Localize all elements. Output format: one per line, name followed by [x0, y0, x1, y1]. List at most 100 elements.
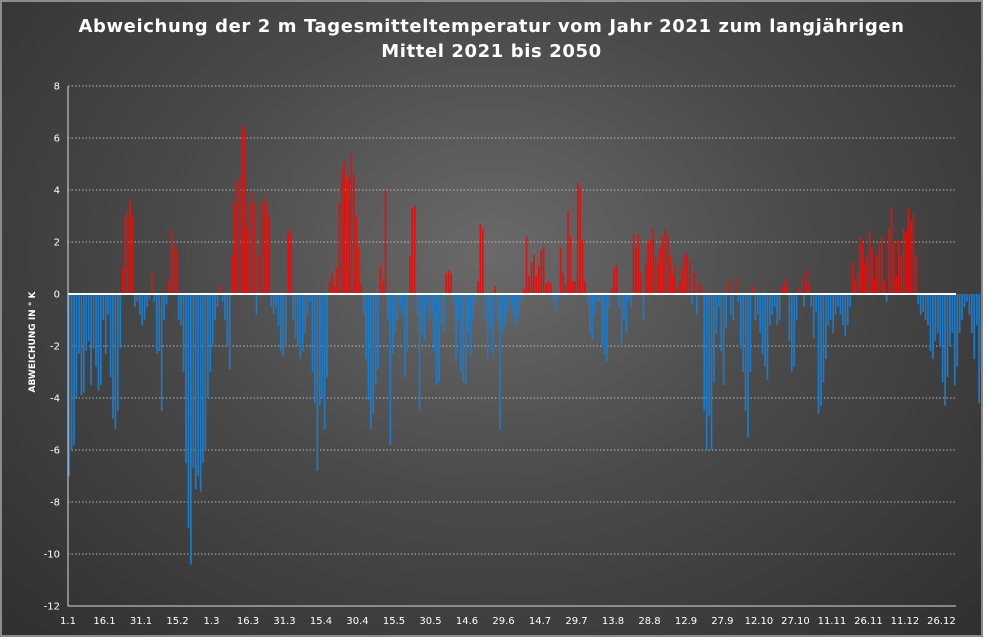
x-tick-label: 28.8	[638, 616, 660, 627]
x-tick-label: 31.3	[273, 616, 295, 627]
bar	[730, 294, 732, 315]
bar	[224, 294, 226, 320]
bar	[537, 265, 540, 294]
x-tick-label: 12.9	[675, 616, 697, 627]
bar	[890, 208, 893, 294]
bar	[172, 244, 175, 294]
bar	[966, 294, 968, 302]
bar	[542, 247, 545, 294]
x-tick-label: 26.11	[854, 616, 883, 627]
bar	[856, 273, 859, 294]
bar	[915, 255, 917, 294]
x-tick-label: 12.10	[745, 616, 774, 627]
bar	[691, 294, 693, 305]
bar	[873, 278, 876, 294]
bar	[715, 294, 718, 333]
bar	[260, 203, 263, 294]
bar	[666, 234, 669, 294]
bar	[438, 294, 440, 383]
bar	[153, 294, 156, 302]
bar	[902, 229, 905, 294]
bar	[934, 294, 937, 341]
bar	[413, 205, 416, 294]
bar	[379, 265, 382, 294]
bar	[732, 294, 735, 320]
bar	[331, 273, 333, 294]
bar	[698, 283, 701, 294]
bar	[883, 281, 886, 294]
bar	[216, 294, 219, 307]
bar	[717, 294, 720, 307]
bar	[97, 294, 100, 391]
bar	[812, 294, 815, 339]
bar	[428, 294, 431, 320]
bar	[980, 294, 981, 372]
bar	[907, 208, 910, 294]
bar	[284, 294, 287, 346]
bar	[406, 294, 409, 352]
bar	[579, 187, 581, 294]
x-tick-label: 27.10	[781, 616, 810, 627]
x-tick-label: 26.12	[927, 616, 956, 627]
bar	[477, 281, 479, 294]
bar	[613, 268, 616, 294]
bar	[486, 294, 489, 359]
bar	[973, 294, 976, 359]
x-tick-label: 11.11	[818, 616, 847, 627]
bar	[443, 294, 445, 333]
bar	[644, 262, 647, 294]
bar	[421, 294, 423, 333]
bar	[562, 273, 564, 294]
bar	[372, 294, 375, 414]
bar	[357, 247, 360, 294]
x-tick-label: 15.2	[166, 616, 188, 627]
bar	[880, 236, 883, 294]
bar	[194, 294, 197, 489]
bar	[958, 294, 961, 333]
bar	[681, 268, 684, 294]
bar	[956, 294, 959, 367]
bar	[311, 294, 314, 372]
bar	[788, 294, 791, 341]
bar	[498, 294, 501, 430]
x-tick-label: 16.1	[93, 616, 115, 627]
bar	[452, 294, 455, 307]
bar	[165, 294, 168, 305]
bar	[754, 294, 757, 320]
bar	[688, 260, 691, 294]
bar	[525, 236, 528, 294]
bar	[121, 268, 124, 294]
bar	[924, 294, 927, 320]
bar	[99, 294, 102, 385]
bar	[657, 262, 659, 294]
bar	[501, 294, 504, 333]
bar	[790, 294, 793, 372]
bar	[888, 229, 890, 294]
bar	[134, 294, 136, 307]
bar	[910, 221, 912, 294]
bar	[649, 239, 652, 294]
bar	[241, 125, 243, 294]
bar	[878, 242, 881, 294]
bar	[683, 255, 686, 294]
bar	[177, 294, 180, 320]
bar	[117, 294, 119, 411]
bar	[842, 294, 844, 326]
bar	[725, 294, 727, 328]
bar	[321, 294, 324, 398]
bar	[803, 294, 805, 307]
bar	[245, 229, 248, 294]
bar	[338, 203, 341, 294]
bar	[968, 294, 971, 315]
bar	[941, 294, 944, 383]
bar	[236, 182, 238, 294]
bar	[581, 239, 584, 294]
bar	[783, 286, 786, 294]
bar	[292, 294, 294, 320]
bar	[180, 294, 182, 326]
bar	[900, 255, 903, 294]
bar	[574, 281, 577, 294]
bar	[603, 294, 606, 354]
bar	[348, 174, 350, 294]
y-tick-label: 8	[54, 82, 60, 93]
